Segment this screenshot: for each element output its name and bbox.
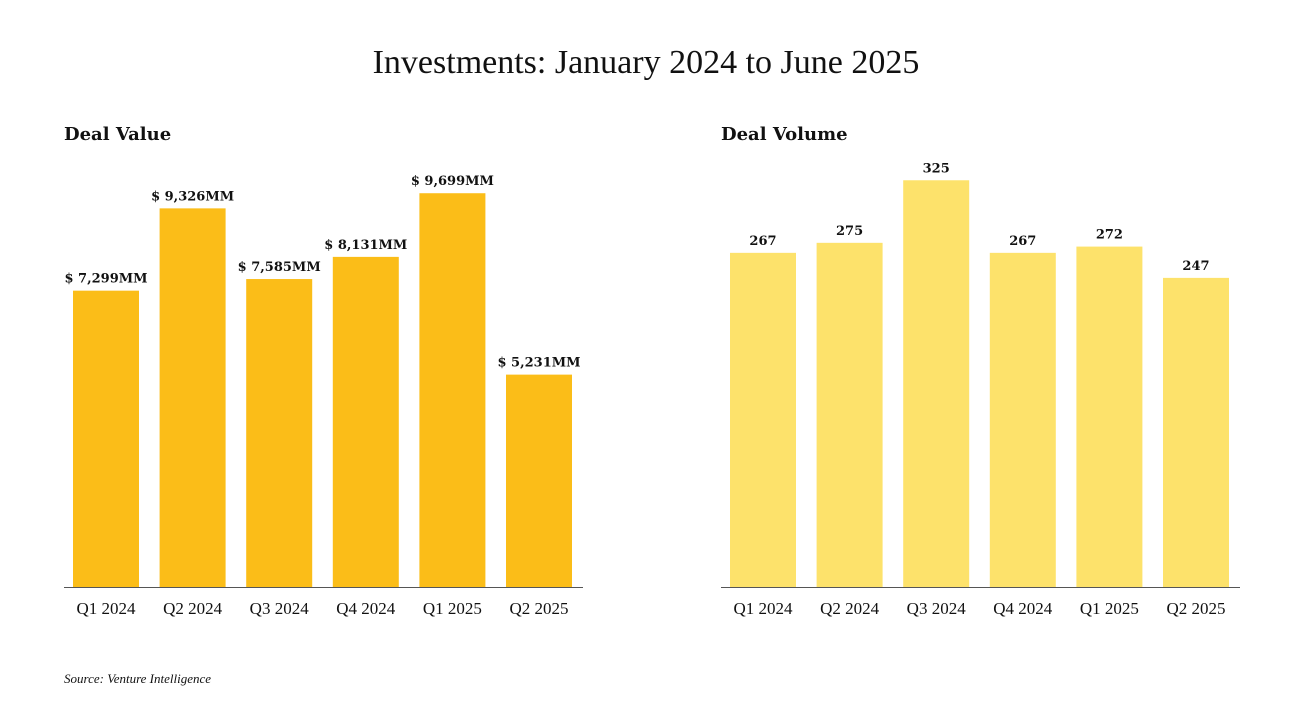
deal-value-chart: $ 7,299MM Q1 2024 $ 9,326MM Q2 2024 $ 7,585M…: [64, 174, 583, 618]
data-label: 267: [749, 234, 776, 249]
data-label: $ 8,131MM: [324, 238, 407, 253]
bar-q1-2024: [73, 290, 139, 587]
data-label: $ 9,326MM: [151, 189, 234, 204]
deal-value-title: Deal Value: [64, 124, 172, 145]
data-label: 275: [836, 224, 863, 239]
x-tick-label: Q1 2025: [423, 599, 482, 618]
deal-volume-title: Deal Volume: [721, 124, 848, 145]
data-label: $ 9,699MM: [411, 174, 494, 189]
bar-q2-2024: [159, 208, 226, 588]
bar-q2-2024: [816, 242, 883, 587]
bar-q1-2024: [730, 252, 796, 587]
data-label: 267: [1009, 234, 1036, 249]
x-tick-label: Q3 2024: [250, 599, 310, 618]
data-label: 247: [1182, 259, 1209, 274]
data-label: $ 7,299MM: [64, 272, 147, 287]
data-label: $ 5,231MM: [497, 356, 580, 371]
deal-volume-chart: 267 Q1 2024 275 Q2 2024 325 Q3 2024 267 Q4 2024…: [721, 161, 1240, 618]
bar-q1-2025: [419, 193, 486, 588]
source-note: Source: Venture Intelligence: [64, 671, 212, 686]
x-tick-label: Q4 2024: [993, 599, 1053, 618]
bar-q4-2024: [989, 252, 1056, 587]
x-tick-label: Q1 2024: [733, 599, 793, 618]
data-label: $ 7,585MM: [238, 260, 321, 275]
x-tick-label: Q2 2024: [820, 599, 880, 618]
x-tick-label: Q1 2025: [1080, 599, 1139, 618]
x-tick-label: Q2 2025: [1166, 599, 1225, 618]
x-tick-label: Q2 2025: [509, 599, 568, 618]
data-label: 272: [1096, 228, 1123, 243]
x-tick-label: Q2 2024: [163, 599, 223, 618]
x-tick-label: Q1 2024: [76, 599, 136, 618]
x-tick-label: Q4 2024: [336, 599, 396, 618]
page-title: Investments: January 2024 to June 2025: [372, 44, 920, 81]
x-tick-label: Q3 2024: [907, 599, 967, 618]
bar-q3-2024: [903, 180, 970, 587]
bar-q3-2024: [246, 279, 313, 587]
bar-q2-2025: [506, 374, 572, 587]
bar-q1-2025: [1076, 246, 1143, 587]
data-label: 325: [923, 161, 950, 176]
bar-q4-2024: [332, 256, 399, 587]
bar-q2-2025: [1163, 277, 1229, 587]
